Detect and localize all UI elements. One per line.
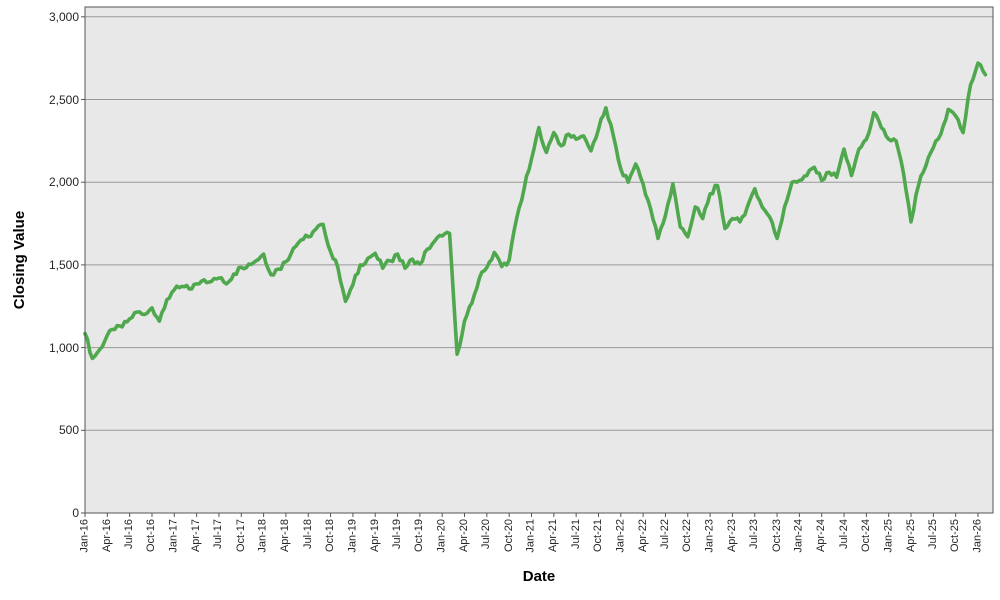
x-tick-label: Jan-21: [525, 519, 537, 553]
x-tick-label: Jan-18: [257, 519, 270, 553]
y-tick-label: 2,500: [48, 92, 79, 107]
x-tick-label: Apr-21: [547, 519, 560, 553]
x-tick-label: Jul-17: [212, 519, 225, 549]
x-tick-label: Apr-22: [636, 519, 649, 553]
x-tick-label: Jan-22: [614, 519, 627, 553]
x-tick-label: Oct-25: [949, 519, 962, 553]
y-tick-label: 0: [72, 506, 79, 520]
x-tick-label: Oct-18: [324, 519, 337, 553]
x-tick-label: Jan-24: [792, 519, 805, 553]
x-tick-label: Oct-16: [145, 519, 158, 553]
x-tick-label: Jan-20: [435, 519, 448, 553]
x-tick-label: Oct-17: [234, 519, 247, 553]
x-tick-label: Apr-20: [458, 519, 471, 553]
plot-border: [84, 6, 994, 514]
x-tick-label: Apr-19: [368, 519, 381, 553]
plot-background: [85, 7, 993, 513]
y-tick-label: 1,000: [48, 340, 79, 355]
x-tick-label: Oct-19: [413, 519, 426, 553]
x-tick-label: Jul-19: [391, 519, 404, 549]
x-tick-label: Jul-25: [926, 519, 939, 549]
x-tick-label: Jul-18: [301, 519, 314, 549]
x-tick-label: Jan-25: [882, 519, 895, 553]
x-tick-label: Oct-21: [591, 519, 604, 553]
x-tick-label: Jan-26: [971, 519, 984, 553]
x-tick-label: Apr-18: [279, 519, 292, 553]
y-tick-label: 3,000: [48, 9, 79, 24]
x-tick-label: Oct-23: [770, 519, 783, 553]
x-tick-label: Jul-23: [748, 519, 761, 549]
x-tick-label: Jul-22: [658, 519, 671, 549]
x-tick-label: Jul-16: [123, 519, 136, 549]
x-tick-label: Jan-17: [167, 519, 180, 553]
x-tick-label: Apr-16: [100, 519, 113, 553]
x-tick-label: Jan-19: [346, 519, 359, 553]
x-tick-label: Jan-16: [78, 519, 91, 553]
y-tick-label: 1,500: [48, 257, 79, 272]
x-tick-label: Oct-22: [681, 519, 694, 553]
x-tick-label: Jul-21: [569, 519, 582, 549]
x-axis-title: Date: [522, 568, 556, 585]
x-tick-label: Jul-24: [837, 519, 850, 549]
x-tick-label: Apr-24: [815, 519, 828, 553]
x-tick-label: Apr-23: [725, 519, 738, 553]
x-tick-label: Oct-24: [859, 519, 872, 553]
x-tick-label: Jul-20: [480, 519, 493, 549]
x-tick-label: Apr-17: [190, 519, 203, 553]
x-tick-label: Oct-20: [502, 519, 515, 553]
x-tick-label: Jan-23: [703, 519, 716, 553]
y-tick-label: 500: [58, 423, 79, 438]
closing-value-series-line: [83, 61, 988, 361]
x-tick-label: Apr-25: [904, 519, 917, 553]
y-tick-label: 2,000: [48, 175, 79, 190]
